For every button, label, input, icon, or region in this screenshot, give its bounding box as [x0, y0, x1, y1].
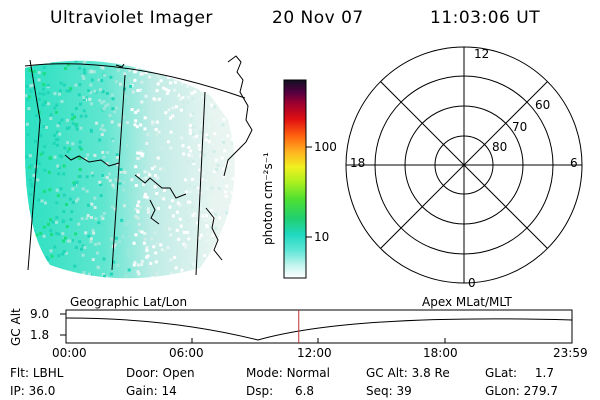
orbit-xtick-2359: 23:59 [553, 346, 588, 360]
orbit-axis-label: GC Alt [9, 308, 23, 346]
lat-label-60: 60 [535, 98, 551, 112]
info-ip: IP: 36.0 [10, 384, 56, 398]
coastline-overlay [24, 55, 253, 276]
app-title: Ultraviolet Imager [50, 8, 213, 28]
orbit-ytick-9: 9.0 [30, 307, 50, 321]
lat-label-70: 70 [512, 120, 528, 134]
mlt-label-12: 12 [474, 47, 490, 61]
info-glon: GLon: 279.7 [485, 384, 558, 398]
orbit-xtick-0600: 06:00 [169, 346, 204, 360]
info-door: Door: Open [126, 366, 195, 380]
mlt-label-6: 6 [570, 156, 578, 170]
info-gain: Gain: 14 [126, 384, 177, 398]
color-bar [283, 79, 312, 279]
orbit-right-label: Apex MLat/MLT [422, 295, 512, 309]
orbit-ytick-1-8: 1.8 [30, 328, 50, 342]
mlt-label-18: 18 [350, 156, 366, 170]
info-seq: Seq: 39 [366, 384, 412, 398]
orbit-xtick-0000: 00:00 [52, 346, 87, 360]
colorbar-tick-10: 10 [314, 230, 330, 244]
info-flt: Flt: LBHL [10, 366, 64, 380]
date-display: 20 Nov 07 [272, 8, 364, 28]
orbit-xtick-1200: 12:00 [297, 346, 332, 360]
orbit-xtick-1800: 18:00 [423, 346, 458, 360]
earth-image [25, 60, 235, 279]
orbit-left-label: Geographic Lat/Lon [70, 295, 188, 309]
info-mode: Mode: Normal [246, 366, 330, 380]
colorbar-tick-100: 100 [314, 140, 337, 154]
time-display: 11:03:06 UT [430, 8, 541, 28]
mlt-label-0: 0 [468, 276, 476, 290]
lat-label-80: 80 [492, 140, 508, 154]
colorbar-unit-label: photon cm⁻²s⁻¹ [261, 152, 275, 245]
polar-plot [345, 46, 583, 284]
info-dsp: Dsp: 6.8 [246, 384, 315, 398]
orbit-strip [60, 309, 573, 344]
info-gc-alt: GC Alt: 3.8 Re [366, 366, 450, 380]
info-glat: GLat: 1.7 [485, 366, 555, 380]
